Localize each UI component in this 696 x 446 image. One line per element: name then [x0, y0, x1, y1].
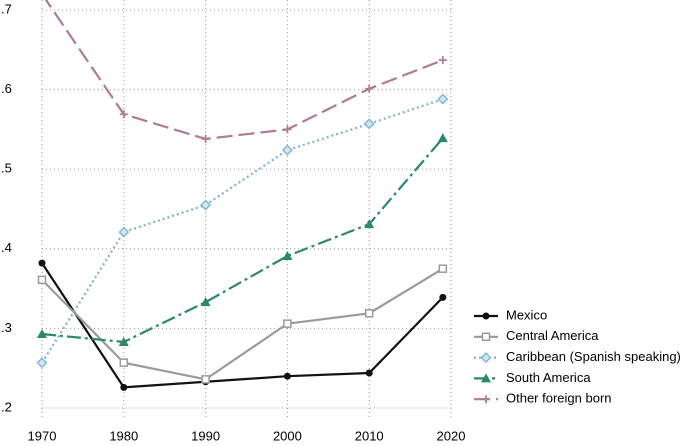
marker	[439, 293, 447, 301]
x-tick-label: 1990	[191, 428, 220, 443]
series-line	[41, 98, 444, 364]
marker	[363, 118, 375, 130]
marker	[437, 93, 449, 105]
marker	[200, 297, 211, 307]
marker	[118, 336, 129, 346]
marker	[118, 226, 130, 238]
series-line	[44, 0, 444, 141]
marker	[201, 375, 210, 384]
marker	[283, 319, 292, 328]
y-tick-label: .4	[1, 240, 12, 255]
x-tick-label: 1980	[109, 428, 138, 443]
y-tick-label: .2	[1, 399, 12, 414]
marker	[364, 219, 375, 229]
marker	[364, 309, 374, 318]
legend-label: Mexico	[506, 307, 547, 322]
marker	[438, 56, 447, 65]
legend-label: Other foreign born	[506, 391, 612, 406]
y-tick-label: .3	[1, 320, 12, 335]
x-tick-label: 1970	[28, 428, 57, 443]
marker	[437, 133, 448, 143]
marker	[119, 358, 129, 367]
marker	[481, 332, 491, 342]
marker	[365, 369, 373, 377]
marker	[119, 110, 128, 119]
y-tick-label: .6	[1, 81, 12, 96]
series-line	[41, 267, 444, 381]
legend-label: Central America	[506, 328, 599, 343]
series-line	[41, 137, 444, 344]
marker	[481, 373, 491, 383]
marker	[438, 264, 448, 273]
legend-label: Caribbean (Spanish speaking)	[506, 349, 681, 364]
series-line	[41, 262, 444, 389]
marker	[281, 144, 293, 156]
marker	[480, 352, 492, 364]
marker	[200, 199, 212, 211]
marker	[37, 329, 47, 339]
y-tick-label: .7	[1, 1, 12, 16]
marker	[36, 357, 48, 369]
marker	[282, 250, 293, 260]
marker	[283, 125, 292, 134]
x-tick-label: 2020	[437, 428, 466, 443]
y-tick-label: .5	[1, 161, 12, 176]
marker	[365, 84, 374, 93]
marker	[201, 134, 210, 143]
x-tick-label: 2010	[355, 428, 384, 443]
marker	[482, 395, 490, 404]
x-tick-label: 2000	[273, 428, 302, 443]
marker	[120, 383, 128, 391]
legend-label: South America	[506, 370, 591, 385]
marker	[38, 259, 46, 267]
marker	[283, 372, 291, 380]
marker	[37, 275, 47, 285]
marker	[482, 312, 490, 320]
